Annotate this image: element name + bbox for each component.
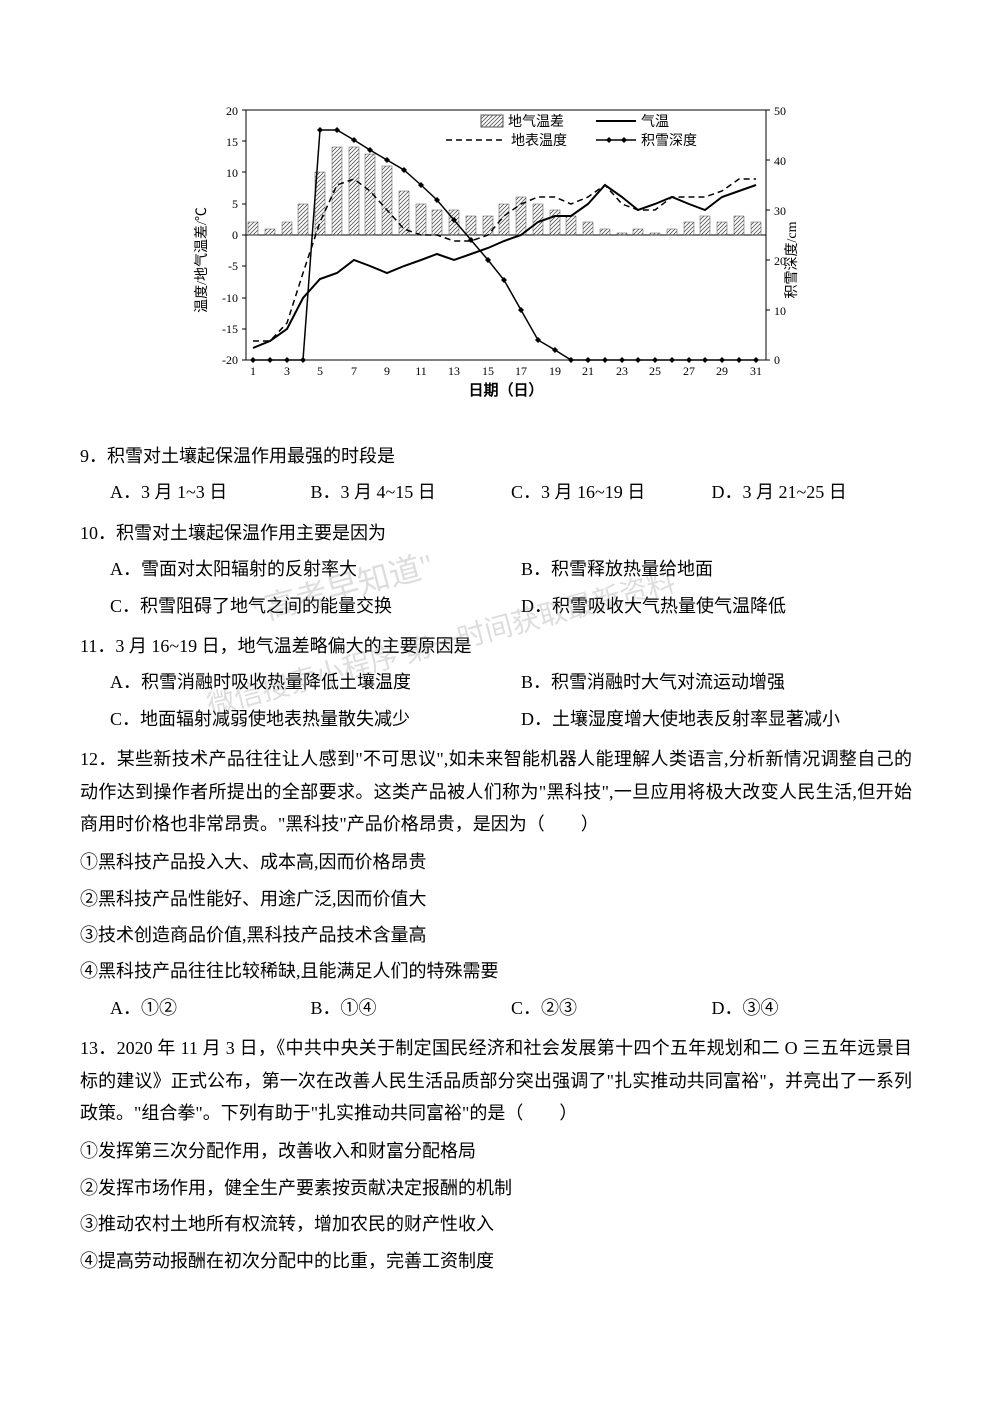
svg-text:9: 9 — [384, 364, 390, 378]
svg-text:-20: -20 — [222, 353, 238, 367]
chart-legend: 地气温差 气温 地表温度 积雪深度 — [446, 114, 697, 149]
svg-text:7: 7 — [351, 364, 357, 378]
q9-opt-a: A．3 月 1~3 日 — [110, 476, 311, 508]
q9-opt-c: C．3 月 16~19 日 — [511, 476, 712, 508]
q12-item-1: ①黑科技产品投入大、成本高,因而价格昂贵 — [80, 846, 912, 878]
svg-text:1: 1 — [250, 364, 256, 378]
svg-text:地表温度: 地表温度 — [511, 133, 567, 149]
q12-item-4: ④黑科技产品往往比较稀缺,且能满足人们的特殊需要 — [80, 955, 912, 987]
right-axis-label: 积雪深度/cm — [784, 221, 800, 298]
svg-text:15: 15 — [482, 364, 494, 378]
question-12: 12．某些新技术产品往往让人感到"不可思议",如未来智能机器人能理解人类语言,分… — [80, 743, 912, 1024]
bar-series — [248, 147, 761, 235]
question-10: 10．积雪对土壤起保温作用主要是因为 A．雪面对太阳辐射的反射率大 B．积雪释放… — [80, 517, 912, 622]
svg-text:25: 25 — [649, 364, 661, 378]
question-9: 9．积雪对土壤起保温作用最强的时段是 A．3 月 1~3 日 B．3 月 4~1… — [80, 440, 912, 509]
q10-opt-c: C．积雪阻碍了地气之间的能量交换 — [110, 590, 501, 622]
svg-text:21: 21 — [582, 364, 594, 378]
question-11: 11．3 月 16~19 日，地气温差略偏大的主要原因是 A．积雪消融时吸收热量… — [80, 630, 912, 735]
q12-opt-b: B．①④ — [311, 992, 512, 1024]
q11-opt-d: D．土壤湿度增大使地表反射率显著减小 — [521, 703, 912, 735]
q13-item-1: ①发挥第三次分配作用，改善收入和财富分配格局 — [80, 1135, 912, 1167]
q12-opt-a: A．①② — [110, 992, 311, 1024]
svg-text:31: 31 — [750, 364, 762, 378]
svg-text:27: 27 — [683, 364, 695, 378]
svg-text:30: 30 — [774, 204, 786, 218]
x-axis-label: 日期（日） — [468, 381, 543, 399]
q12-intro: 12．某些新技术产品往往让人感到"不可思议",如未来智能机器人能理解人类语言,分… — [80, 743, 912, 840]
q11-opt-b: B．积雪消融时大气对流运动增强 — [521, 666, 912, 698]
svg-text:23: 23 — [616, 364, 628, 378]
svg-text:10: 10 — [226, 166, 238, 180]
q13-item-4: ④提高劳动报酬在初次分配中的比重，完善工资制度 — [80, 1245, 912, 1277]
chart-container: 20 15 10 5 0 -5 -10 -15 -20 — [186, 100, 806, 420]
right-axis-ticks: 50 40 30 20 10 0 — [766, 104, 786, 367]
question-13: 13．2020 年 11 月 3 日，《中共中央关于制定国民经济和社会发展第十四… — [80, 1032, 912, 1277]
q12-opt-c: C．②③ — [511, 992, 712, 1024]
snow-depth-series — [250, 127, 759, 363]
svg-text:3: 3 — [284, 364, 290, 378]
left-axis-ticks: 20 15 10 5 0 -5 -10 -15 -20 — [222, 104, 246, 367]
svg-text:40: 40 — [774, 154, 786, 168]
q11-text: 11．3 月 16~19 日，地气温差略偏大的主要原因是 — [80, 630, 912, 662]
svg-text:0: 0 — [774, 353, 780, 367]
q10-opt-d: D．积雪吸收大气热量使气温降低 — [521, 590, 912, 622]
svg-text:19: 19 — [549, 364, 561, 378]
svg-text:29: 29 — [716, 364, 728, 378]
q12-opt-d: D．③④ — [712, 992, 913, 1024]
svg-text:17: 17 — [515, 364, 527, 378]
left-axis-label: 温度/地气温差/℃ — [194, 207, 210, 313]
svg-text:50: 50 — [774, 104, 786, 118]
q13-item-2: ②发挥市场作用，健全生产要素按贡献决定报酬的机制 — [80, 1172, 912, 1204]
svg-text:20: 20 — [226, 104, 238, 118]
q11-opt-a: A．积雪消融时吸收热量降低土壤温度 — [110, 666, 501, 698]
q9-opt-d: D．3 月 21~25 日 — [712, 476, 913, 508]
q10-opt-a: A．雪面对太阳辐射的反射率大 — [110, 553, 501, 585]
combo-chart: 20 15 10 5 0 -5 -10 -15 -20 — [186, 100, 806, 420]
svg-text:5: 5 — [232, 197, 238, 211]
q12-item-3: ③技术创造商品价值,黑科技产品技术含量高 — [80, 919, 912, 951]
q9-text: 9．积雪对土壤起保温作用最强的时段是 — [80, 440, 912, 472]
svg-text:13: 13 — [448, 364, 460, 378]
svg-text:10: 10 — [774, 304, 786, 318]
svg-text:-15: -15 — [222, 322, 238, 336]
q11-opt-c: C．地面辐射减弱使地表热量散失减少 — [110, 703, 501, 735]
q13-intro: 13．2020 年 11 月 3 日，《中共中央关于制定国民经济和社会发展第十四… — [80, 1032, 912, 1129]
svg-text:-5: -5 — [228, 259, 238, 273]
q10-text: 10．积雪对土壤起保温作用主要是因为 — [80, 517, 912, 549]
svg-text:11: 11 — [415, 364, 427, 378]
q10-opt-b: B．积雪释放热量给地面 — [521, 553, 912, 585]
svg-text:15: 15 — [226, 135, 238, 149]
svg-text:地气温差: 地气温差 — [508, 114, 564, 130]
svg-text:积雪深度: 积雪深度 — [641, 133, 697, 149]
surface-temp-line — [253, 179, 756, 341]
svg-text:气温: 气温 — [641, 114, 669, 130]
svg-text:5: 5 — [317, 364, 323, 378]
q13-item-3: ③推动农村土地所有权流转，增加农民的财产性收入 — [80, 1208, 912, 1240]
q9-opt-b: B．3 月 4~15 日 — [311, 476, 512, 508]
svg-text:-10: -10 — [222, 291, 238, 305]
q12-item-2: ②黑科技产品性能好、用途广泛,因而价值大 — [80, 883, 912, 915]
svg-text:0: 0 — [232, 228, 238, 242]
x-axis-ticks: 1 3 5 7 9 11 13 15 17 19 21 23 25 27 29 … — [250, 364, 762, 378]
